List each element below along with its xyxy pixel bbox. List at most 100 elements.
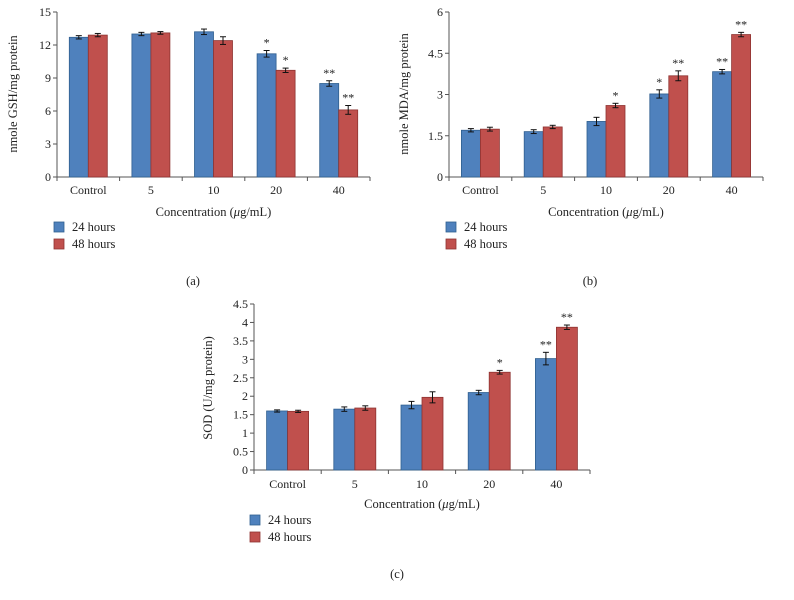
x-tick-label: Control [462,183,499,197]
bar [213,40,233,178]
y-tick-label: 3 [437,88,443,102]
y-tick-label: 3 [45,137,51,151]
y-tick-label: 1.5 [233,408,248,422]
legend-swatch [445,238,457,250]
y-axis-label: SOD (U/mg protein) [201,336,215,439]
bar [488,371,511,471]
significance-marker: ** [716,54,728,68]
bar [542,126,563,178]
bar [605,105,626,178]
y-tick-label: 15 [39,5,51,19]
significance-marker: ** [342,91,354,105]
y-axis-label: nmole GSH/mg protein [6,35,20,153]
x-tick-label: 10 [208,183,220,197]
significance-marker: ** [540,337,552,351]
y-tick-label: 4.5 [428,46,443,60]
bar [68,36,89,178]
y-tick-label: 3.5 [233,334,248,348]
panel-label: (c) [390,567,404,581]
bar [400,404,423,471]
bar [256,53,277,178]
bar [131,33,152,178]
x-axis-label-part: Concentration ( [156,205,234,219]
legend-swatch [249,514,261,526]
bar [523,131,544,178]
x-tick-label: 10 [600,183,612,197]
significance-marker: ** [323,66,335,80]
legend-swatch [53,221,65,233]
x-tick-label: Control [70,183,107,197]
y-tick-label: 4 [242,315,248,329]
legend-swatch [53,238,65,250]
x-axis-label: Concentration (μg/mL) [364,497,480,511]
legend-label: 48 hours [268,530,312,544]
bar [421,396,444,471]
panel-label: (a) [186,274,200,288]
x-tick-label: 5 [148,183,154,197]
bar [460,129,481,178]
panel-label: (b) [583,274,598,288]
x-axis-label-mu: μ [233,205,240,219]
bar [467,392,490,471]
x-tick-label: 40 [333,183,345,197]
legend-swatch [445,221,457,233]
bar [479,128,500,178]
bar [287,410,310,471]
y-tick-label: 0 [45,170,51,184]
x-tick-label: 20 [270,183,282,197]
bar [649,93,670,178]
x-tick-label: 20 [483,477,495,491]
bar [354,407,377,471]
x-tick-label: 5 [352,477,358,491]
x-axis-label-part: Concentration ( [548,205,626,219]
bar [731,34,751,178]
bar [275,69,296,178]
bar [338,109,359,178]
bar [319,83,340,178]
x-tick-label: 40 [726,183,738,197]
y-tick-label: 1 [242,426,248,440]
bar [556,326,578,471]
bar [333,408,356,471]
x-axis-label-part: g/mL) [449,497,480,511]
x-axis-label-part: g/mL) [240,205,271,219]
significance-marker: * [613,88,619,102]
bar [712,71,732,178]
y-tick-label: 6 [45,104,51,118]
y-tick-label: 9 [45,71,51,85]
legend-label: 24 hours [72,220,116,234]
legend-label: 48 hours [72,237,116,251]
bar [535,358,557,471]
y-tick-label: 0 [437,170,443,184]
significance-marker: * [497,355,503,369]
x-axis-label: Concentration (μg/mL) [156,205,272,219]
x-axis-label-part: Concentration ( [364,497,442,511]
y-tick-label: 4.5 [233,297,248,311]
x-tick-label: 40 [550,477,562,491]
bar [150,32,171,178]
bar [266,410,289,471]
significance-marker: ** [672,56,684,70]
significance-marker: ** [561,310,573,324]
y-axis-label: nmole MDA/mg protein [397,32,411,154]
x-tick-label: 20 [663,183,675,197]
x-axis-label: Concentration (μg/mL) [548,205,664,219]
y-tick-label: 1.5 [428,129,443,143]
y-tick-label: 3 [242,352,248,366]
legend-swatch [249,531,261,543]
y-tick-label: 2 [242,389,248,403]
x-tick-label: Control [269,477,306,491]
x-axis-label-mu: μ [625,205,632,219]
significance-marker: ** [735,17,747,31]
y-tick-label: 0 [242,463,248,477]
significance-marker: * [264,36,270,50]
x-axis-label-part: g/mL) [633,205,664,219]
x-tick-label: 10 [416,477,428,491]
significance-marker: * [283,53,289,67]
bar [194,31,214,178]
legend-label: 48 hours [464,237,508,251]
